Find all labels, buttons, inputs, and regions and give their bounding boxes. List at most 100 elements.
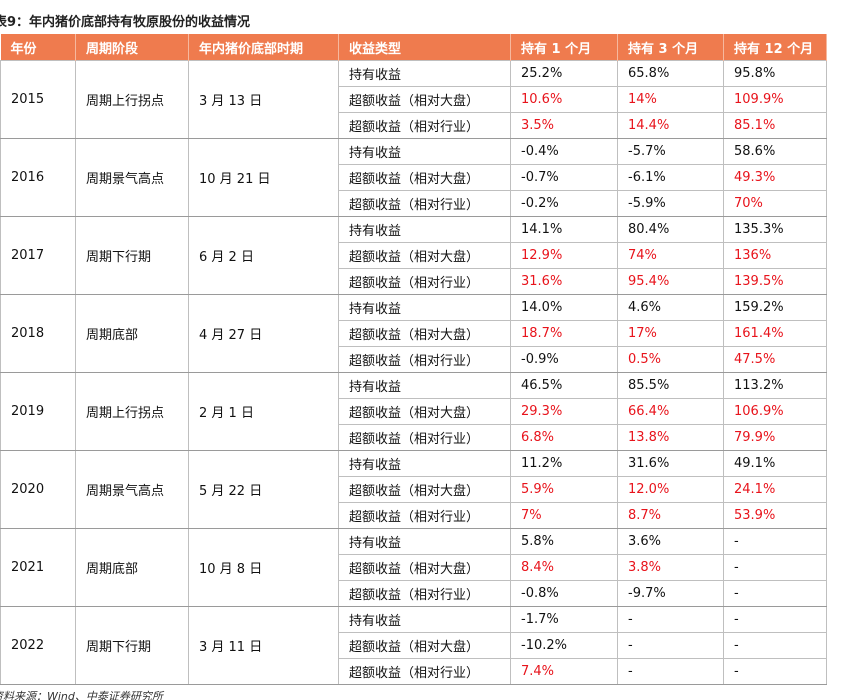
return-type-cell: 超额收益（相对行业）	[338, 424, 511, 451]
return-value-cell: 13.8%	[617, 424, 724, 451]
return-value-cell: 17%	[617, 320, 724, 347]
table-row: 超额收益（相对行业） -0.2% -5.9% 70%	[1, 190, 827, 217]
return-value-cell: 159.2%	[723, 294, 827, 321]
return-value-cell: -	[617, 632, 724, 659]
return-value-cell: -	[723, 606, 827, 633]
table-row: 2019 周期上行拐点 2 月 1 日持有收益 46.5% 85.5% 113.2%	[0, 372, 827, 451]
return-value-cell: 46.5%	[510, 372, 618, 399]
return-type-cell: 超额收益（相对行业）	[338, 190, 511, 217]
stage-cell: 周期景气高点	[75, 450, 189, 529]
column-header: 持有 12 个月	[723, 34, 827, 61]
stage-cell: 周期底部	[75, 294, 189, 373]
table-row: 超额收益（相对大盘） 18.7% 17% 161.4%	[1, 320, 827, 347]
return-type-cell: 超额收益（相对大盘）	[338, 242, 511, 269]
return-type-cell: 超额收益（相对行业）	[338, 658, 511, 685]
return-value-cell: 31.6%	[617, 450, 724, 477]
return-value-cell: 3.8%	[617, 554, 724, 581]
date-cell: 6 月 2 日	[188, 216, 339, 295]
stage-cell: 周期上行拐点	[75, 60, 189, 139]
return-value-cell: -	[723, 580, 827, 607]
return-value-cell: -1.7%	[510, 606, 618, 633]
stage-cell: 周期下行期	[75, 216, 189, 295]
return-value-cell: 70%	[723, 190, 827, 217]
return-value-cell: 161.4%	[723, 320, 827, 347]
return-type-cell: 超额收益（相对大盘）	[338, 164, 511, 191]
return-value-cell: 58.6%	[723, 138, 827, 165]
return-type-cell: 超额收益（相对行业）	[338, 268, 511, 295]
column-header: 年内猪价底部时期	[188, 34, 339, 61]
return-value-cell: 74%	[617, 242, 724, 269]
return-value-cell: 12.9%	[510, 242, 618, 269]
year-cell: 2017	[0, 216, 76, 295]
return-value-cell: 80.4%	[617, 216, 724, 243]
table-row: 超额收益（相对大盘） 10.6% 14% 109.9%	[1, 86, 827, 113]
column-header: 持有 1 个月	[510, 34, 618, 61]
table-row: 超额收益（相对大盘） 12.9% 74% 136%	[1, 242, 827, 269]
return-type-cell: 超额收益（相对大盘）	[338, 320, 511, 347]
return-type-cell: 超额收益（相对行业）	[338, 580, 511, 607]
return-type-cell: 超额收益（相对行业）	[338, 346, 511, 373]
table-row: 超额收益（相对行业） 31.6% 95.4% 139.5%	[1, 268, 827, 295]
table-row: 超额收益（相对大盘） -10.2% - -	[1, 632, 827, 659]
return-value-cell: 106.9%	[723, 398, 827, 425]
return-value-cell: 7.4%	[510, 658, 618, 685]
year-cell: 2022	[0, 606, 76, 685]
return-value-cell: 136%	[723, 242, 827, 269]
return-type-cell: 持有收益	[338, 216, 511, 243]
return-value-cell: 139.5%	[723, 268, 827, 295]
year-cell: 2020	[0, 450, 76, 529]
date-cell: 3 月 13 日	[188, 60, 339, 139]
table-row: 2021 周期底部 10 月 8 日持有收益 5.8% 3.6% -	[0, 528, 827, 607]
table-row: 超额收益（相对行业） 7.4% - -	[1, 658, 827, 685]
column-header: 收益类型	[338, 34, 511, 61]
return-value-cell: 8.4%	[510, 554, 618, 581]
table-row: 2015 周期上行拐点 3 月 13 日持有收益 25.2% 65.8% 95.8%	[0, 60, 827, 139]
stage-cell: 周期底部	[75, 528, 189, 607]
return-value-cell: 5.9%	[510, 476, 618, 503]
date-cell: 10 月 21 日	[188, 138, 339, 217]
table-row: 超额收益（相对大盘） 5.9% 12.0% 24.1%	[1, 476, 827, 503]
return-value-cell: 25.2%	[510, 60, 618, 87]
return-value-cell: 14.1%	[510, 216, 618, 243]
return-type-cell: 持有收益	[338, 528, 511, 555]
return-value-cell: 85.1%	[723, 112, 827, 139]
return-value-cell: -6.1%	[617, 164, 724, 191]
source-note: 资料来源：Wind、中泰证券研究所	[0, 690, 163, 700]
table-row: 超额收益（相对行业） -0.9% 0.5% 47.5%	[1, 346, 827, 373]
return-value-cell: -	[617, 658, 724, 685]
column-header: 持有 3 个月	[617, 34, 724, 61]
stage-cell: 周期景气高点	[75, 138, 189, 217]
return-value-cell: 4.6%	[617, 294, 724, 321]
return-value-cell: 18.7%	[510, 320, 618, 347]
return-value-cell: 109.9%	[723, 86, 827, 113]
return-value-cell: 7%	[510, 502, 618, 529]
return-value-cell: 65.8%	[617, 60, 724, 87]
year-cell: 2016	[0, 138, 76, 217]
return-value-cell: 10.6%	[510, 86, 618, 113]
return-value-cell: 11.2%	[510, 450, 618, 477]
year-cell: 2015	[0, 60, 76, 139]
return-value-cell: -0.9%	[510, 346, 618, 373]
return-value-cell: 8.7%	[617, 502, 724, 529]
return-value-cell: 14%	[617, 86, 724, 113]
table-title: 表9：年内猪价底部持有牧原股份的收益情况	[0, 15, 251, 30]
return-value-cell: 14.0%	[510, 294, 618, 321]
date-cell: 3 月 11 日	[188, 606, 339, 685]
return-value-cell: 3.6%	[617, 528, 724, 555]
stage-cell: 周期下行期	[75, 606, 189, 685]
return-value-cell: 85.5%	[617, 372, 724, 399]
return-type-cell: 持有收益	[338, 294, 511, 321]
return-type-cell: 持有收益	[338, 606, 511, 633]
return-value-cell: 5.8%	[510, 528, 618, 555]
return-type-cell: 持有收益	[338, 372, 511, 399]
return-type-cell: 持有收益	[338, 60, 511, 87]
year-cell: 2018	[0, 294, 76, 373]
return-type-cell: 超额收益（相对大盘）	[338, 476, 511, 503]
return-value-cell: -0.7%	[510, 164, 618, 191]
column-header: 周期阶段	[75, 34, 189, 61]
return-value-cell: -0.8%	[510, 580, 618, 607]
return-type-cell: 超额收益（相对大盘）	[338, 86, 511, 113]
return-value-cell: 12.0%	[617, 476, 724, 503]
year-cell: 2019	[0, 372, 76, 451]
